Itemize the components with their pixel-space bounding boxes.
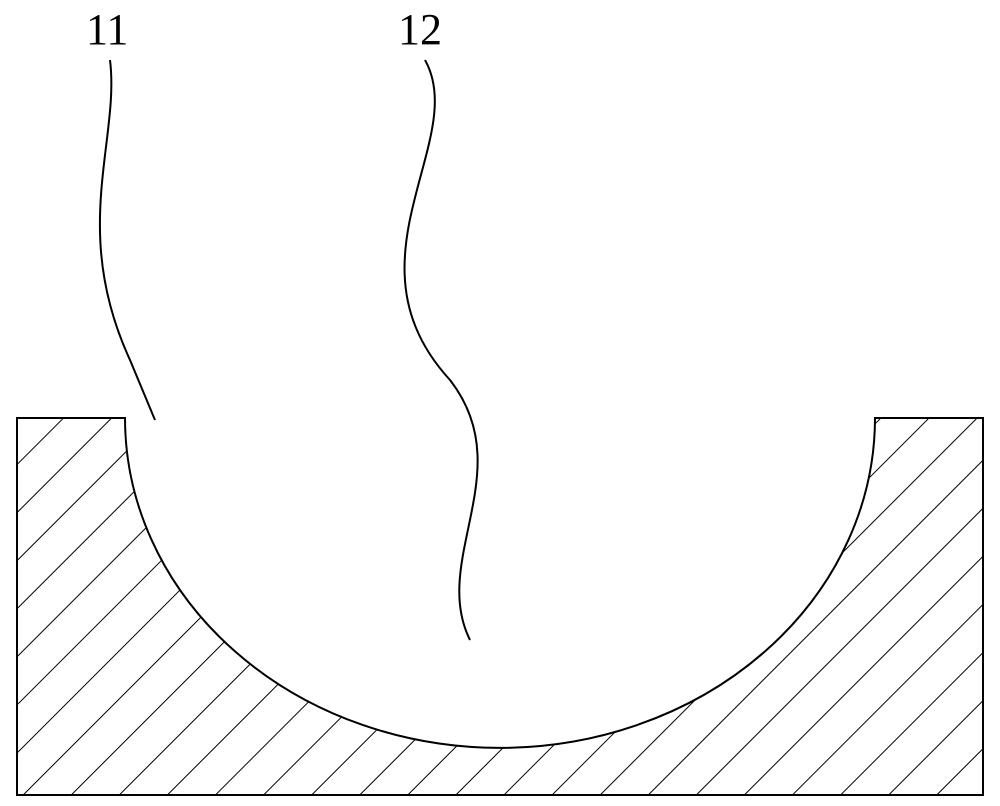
cross-section-svg — [0, 0, 1000, 806]
leader-ref-12 — [405, 60, 478, 640]
hatched-body — [17, 418, 983, 795]
body-part-11 — [17, 418, 983, 795]
diagram-stage: 11 12 — [0, 0, 1000, 806]
leader-ref-11 — [100, 60, 155, 420]
